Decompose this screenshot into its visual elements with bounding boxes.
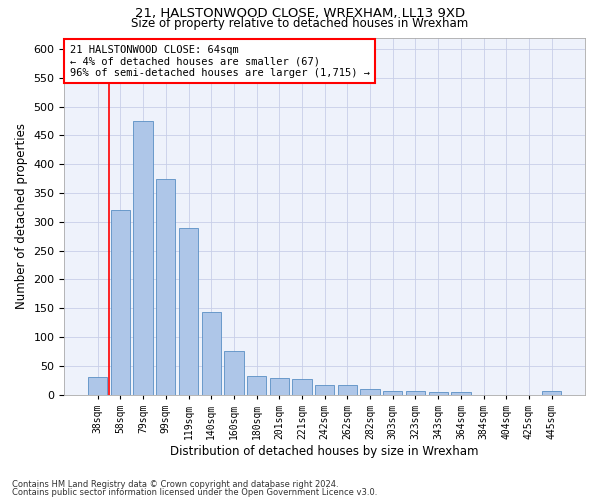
Bar (428, 392, 448, 394)
Bar (451, 392, 470, 394)
Y-axis label: Number of detached properties: Number of detached properties (15, 123, 28, 309)
Bar (383, 390, 403, 394)
Bar (156, 178, 175, 394)
Bar (338, 386, 357, 394)
Bar (406, 391, 425, 394)
Bar (542, 391, 562, 394)
Bar (315, 386, 334, 394)
Bar (133, 121, 153, 394)
Bar (88, 378, 107, 394)
Bar (179, 228, 198, 394)
Bar (361, 390, 380, 394)
X-axis label: Distribution of detached houses by size in Wrexham: Distribution of detached houses by size … (170, 444, 479, 458)
Text: Contains public sector information licensed under the Open Government Licence v3: Contains public sector information licen… (12, 488, 377, 497)
Bar (292, 379, 311, 394)
Bar (111, 210, 130, 394)
Bar (247, 376, 266, 394)
Text: 21 HALSTONWOOD CLOSE: 64sqm
← 4% of detached houses are smaller (67)
96% of semi: 21 HALSTONWOOD CLOSE: 64sqm ← 4% of deta… (70, 44, 370, 78)
Text: Contains HM Land Registry data © Crown copyright and database right 2024.: Contains HM Land Registry data © Crown c… (12, 480, 338, 489)
Text: Size of property relative to detached houses in Wrexham: Size of property relative to detached ho… (131, 18, 469, 30)
Bar (202, 312, 221, 394)
Bar (224, 351, 244, 395)
Text: 21, HALSTONWOOD CLOSE, WREXHAM, LL13 9XD: 21, HALSTONWOOD CLOSE, WREXHAM, LL13 9XD (135, 8, 465, 20)
Bar (269, 378, 289, 394)
